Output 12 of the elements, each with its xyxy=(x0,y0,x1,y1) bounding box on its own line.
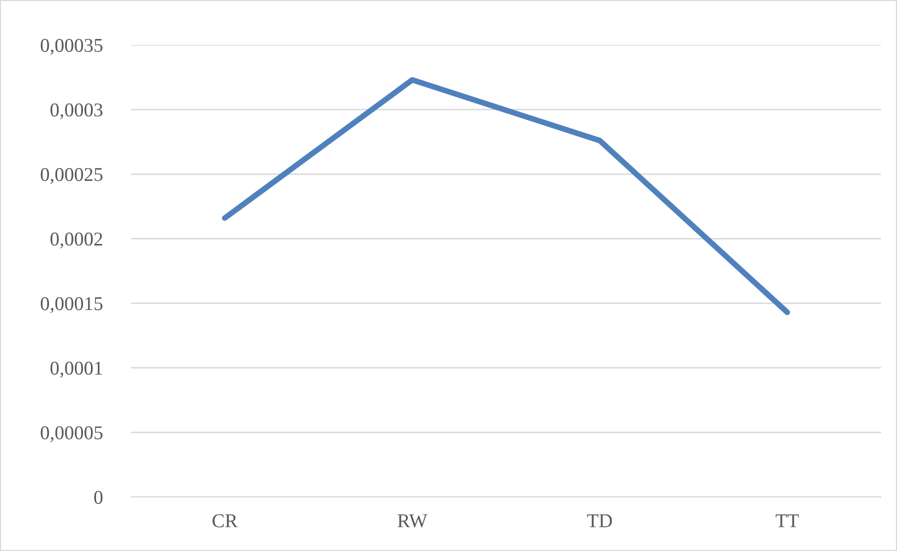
y-tick-label: 0,00025 xyxy=(40,168,102,184)
x-tick-label: RW xyxy=(398,514,428,528)
y-tick-label: 0 xyxy=(94,490,102,504)
x-tick-label: CR xyxy=(212,514,238,528)
y-tick-label: 0,00035 xyxy=(40,38,102,55)
y-tick-label: 0,0001 xyxy=(50,362,102,378)
y-tick-label: 0,0002 xyxy=(50,232,102,248)
y-tick-label: 0,00015 xyxy=(40,297,102,314)
y-tick-label: 0,00005 xyxy=(40,426,102,442)
x-tick-label: TT xyxy=(776,514,799,528)
y-tick-label: 0,0003 xyxy=(50,103,102,120)
x-tick-label: TD xyxy=(587,514,612,528)
